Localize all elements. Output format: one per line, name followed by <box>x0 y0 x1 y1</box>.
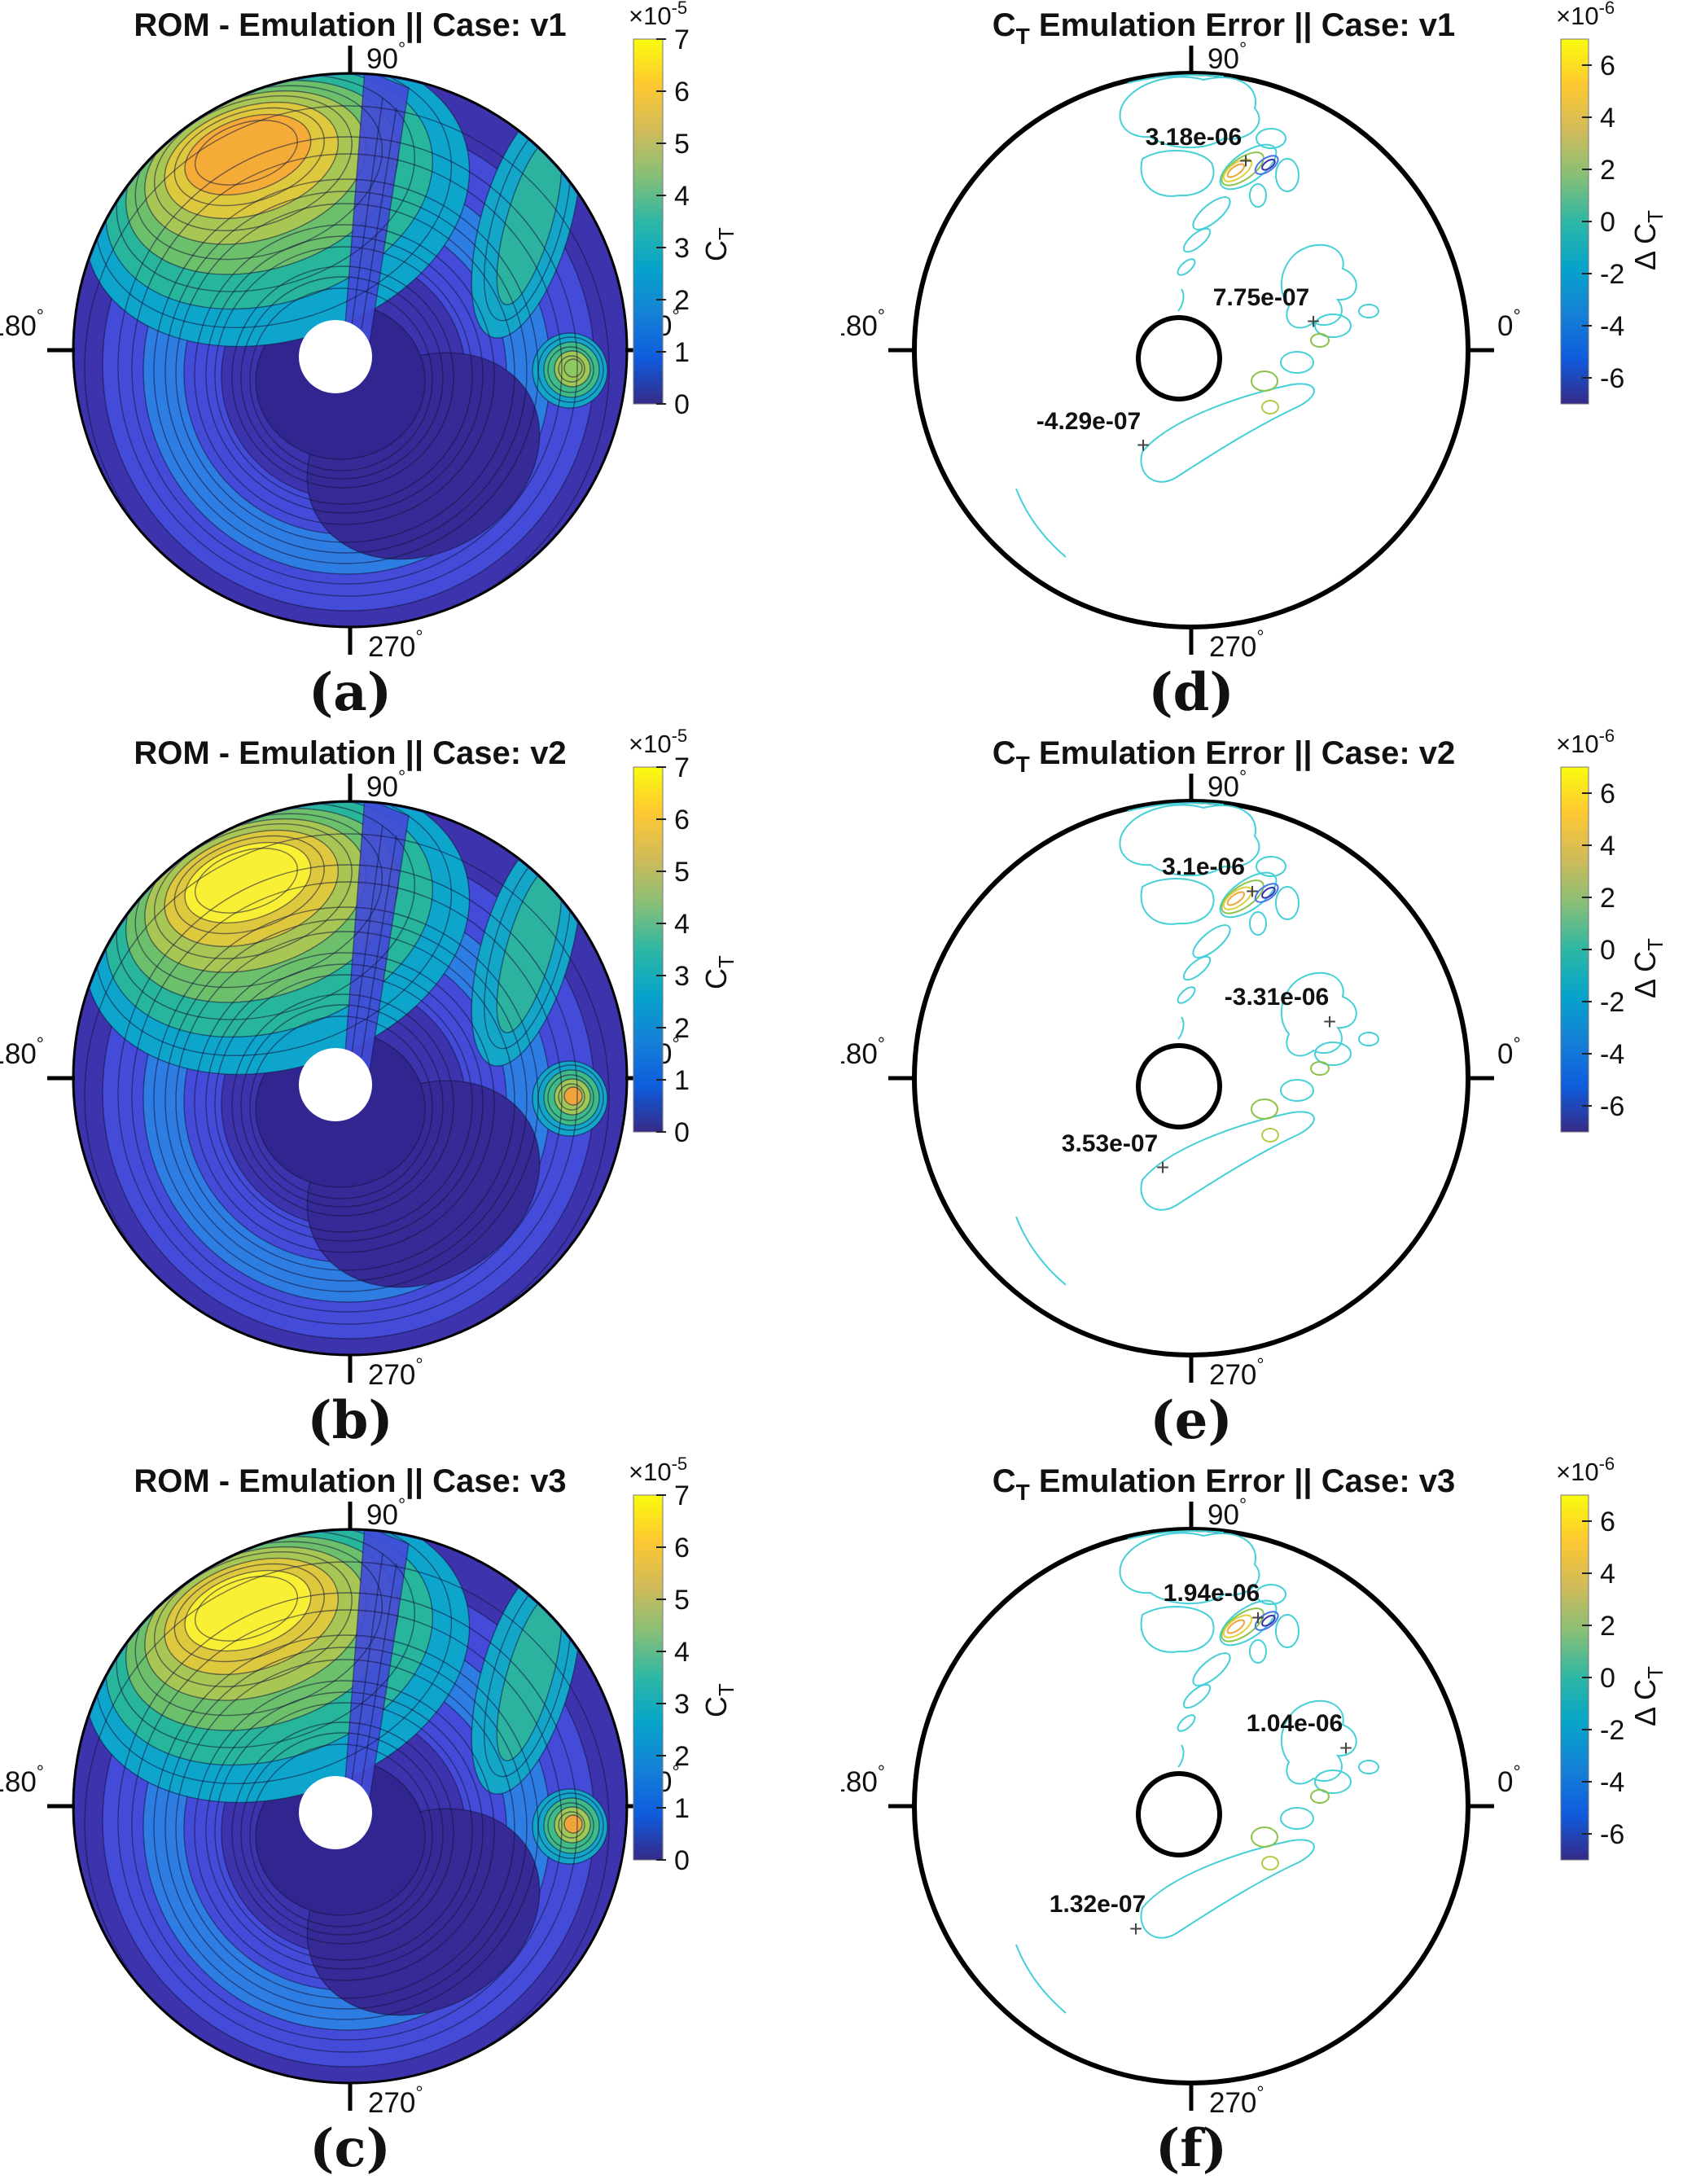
panel-error-v1: CT Emulation Error || Case: v1 3.18e-06 … <box>841 0 1683 728</box>
colorbar <box>628 1456 739 1877</box>
subplot-letter: (e) <box>1150 1390 1232 1451</box>
extremum-annotation: 3.53e-07 + <box>1062 1130 1169 1180</box>
colorbar <box>1555 728 1668 1133</box>
extremum-annotation: -3.31e-06 + <box>1225 984 1336 1034</box>
plus-marker-icon: + <box>1246 879 1259 904</box>
plus-marker-icon: + <box>1239 148 1252 173</box>
subplot-letter: (f) <box>1155 2118 1227 2179</box>
extremum-annotation: -4.29e-07 + <box>1037 408 1150 458</box>
colorbar <box>1555 1456 1668 1861</box>
panel-title: CT Emulation Error || Case: v1 <box>993 7 1456 49</box>
panel-rom-v1: ROM - Emulation || Case: v1 (a) <box>0 0 842 728</box>
svg-text:3.1e-06: 3.1e-06 <box>1162 853 1245 880</box>
panel-rom-v2: ROM - Emulation || Case: v2 (b) <box>0 728 842 1456</box>
panel-title: ROM - Emulation || Case: v2 <box>134 735 566 771</box>
svg-text:7.75e-07: 7.75e-07 <box>1213 284 1309 311</box>
rom-contour-disk <box>46 734 627 1358</box>
plus-marker-icon: + <box>1323 1009 1336 1034</box>
svg-text:1.04e-06: 1.04e-06 <box>1247 1710 1343 1737</box>
svg-text:3.53e-07: 3.53e-07 <box>1062 1130 1158 1157</box>
rom-contour-disk <box>46 1462 627 2086</box>
panel-title: CT Emulation Error || Case: v3 <box>993 1463 1456 1505</box>
plus-marker-icon: + <box>1307 309 1320 334</box>
svg-text:1.32e-07: 1.32e-07 <box>1050 1891 1146 1918</box>
error-contour-disk <box>914 73 1468 627</box>
colorbar <box>628 728 739 1149</box>
svg-text:1.94e-06: 1.94e-06 <box>1164 1580 1260 1607</box>
panel-title: CT Emulation Error || Case: v2 <box>993 735 1456 777</box>
colorbar <box>1555 0 1668 405</box>
rom-contour-disk <box>46 6 627 630</box>
error-contour-disk <box>914 801 1468 1355</box>
svg-text:3.18e-06: 3.18e-06 <box>1146 124 1242 151</box>
subplot-letter: (c) <box>309 2118 391 2179</box>
extremum-annotation: 1.32e-07 + <box>1050 1891 1146 1941</box>
panel-title: ROM - Emulation || Case: v1 <box>134 7 566 43</box>
panel-title: ROM - Emulation || Case: v3 <box>134 1463 566 1499</box>
panel-error-v3: CT Emulation Error || Case: v3 1.94e-06 … <box>841 1456 1683 2184</box>
panel-rom-v3: ROM - Emulation || Case: v3 (c) <box>0 1456 842 2184</box>
subplot-letter: (b) <box>307 1390 392 1451</box>
extremum-annotation: 3.18e-06 + <box>1146 124 1252 173</box>
panel-error-v2: CT Emulation Error || Case: v2 3.1e-06 +… <box>841 728 1683 1456</box>
plus-marker-icon: + <box>1339 1735 1352 1761</box>
error-contour-disk <box>914 1529 1468 2083</box>
subplot-letter: (d) <box>1148 662 1234 723</box>
svg-text:-3.31e-06: -3.31e-06 <box>1225 984 1329 1011</box>
plus-marker-icon: + <box>1156 1155 1169 1180</box>
extremum-annotation: 7.75e-07 + <box>1213 284 1320 334</box>
extremum-annotation: 1.94e-06 + <box>1164 1580 1264 1630</box>
plus-marker-icon: + <box>1137 432 1150 458</box>
plus-marker-icon: + <box>1129 1916 1142 1941</box>
subplot-letter: (a) <box>309 662 392 723</box>
colorbar <box>628 0 739 421</box>
plus-marker-icon: + <box>1251 1605 1264 1630</box>
extremum-annotation: 3.1e-06 + <box>1162 853 1259 904</box>
extremum-annotation: 1.04e-06 + <box>1247 1710 1352 1761</box>
svg-text:-4.29e-07: -4.29e-07 <box>1037 408 1141 435</box>
